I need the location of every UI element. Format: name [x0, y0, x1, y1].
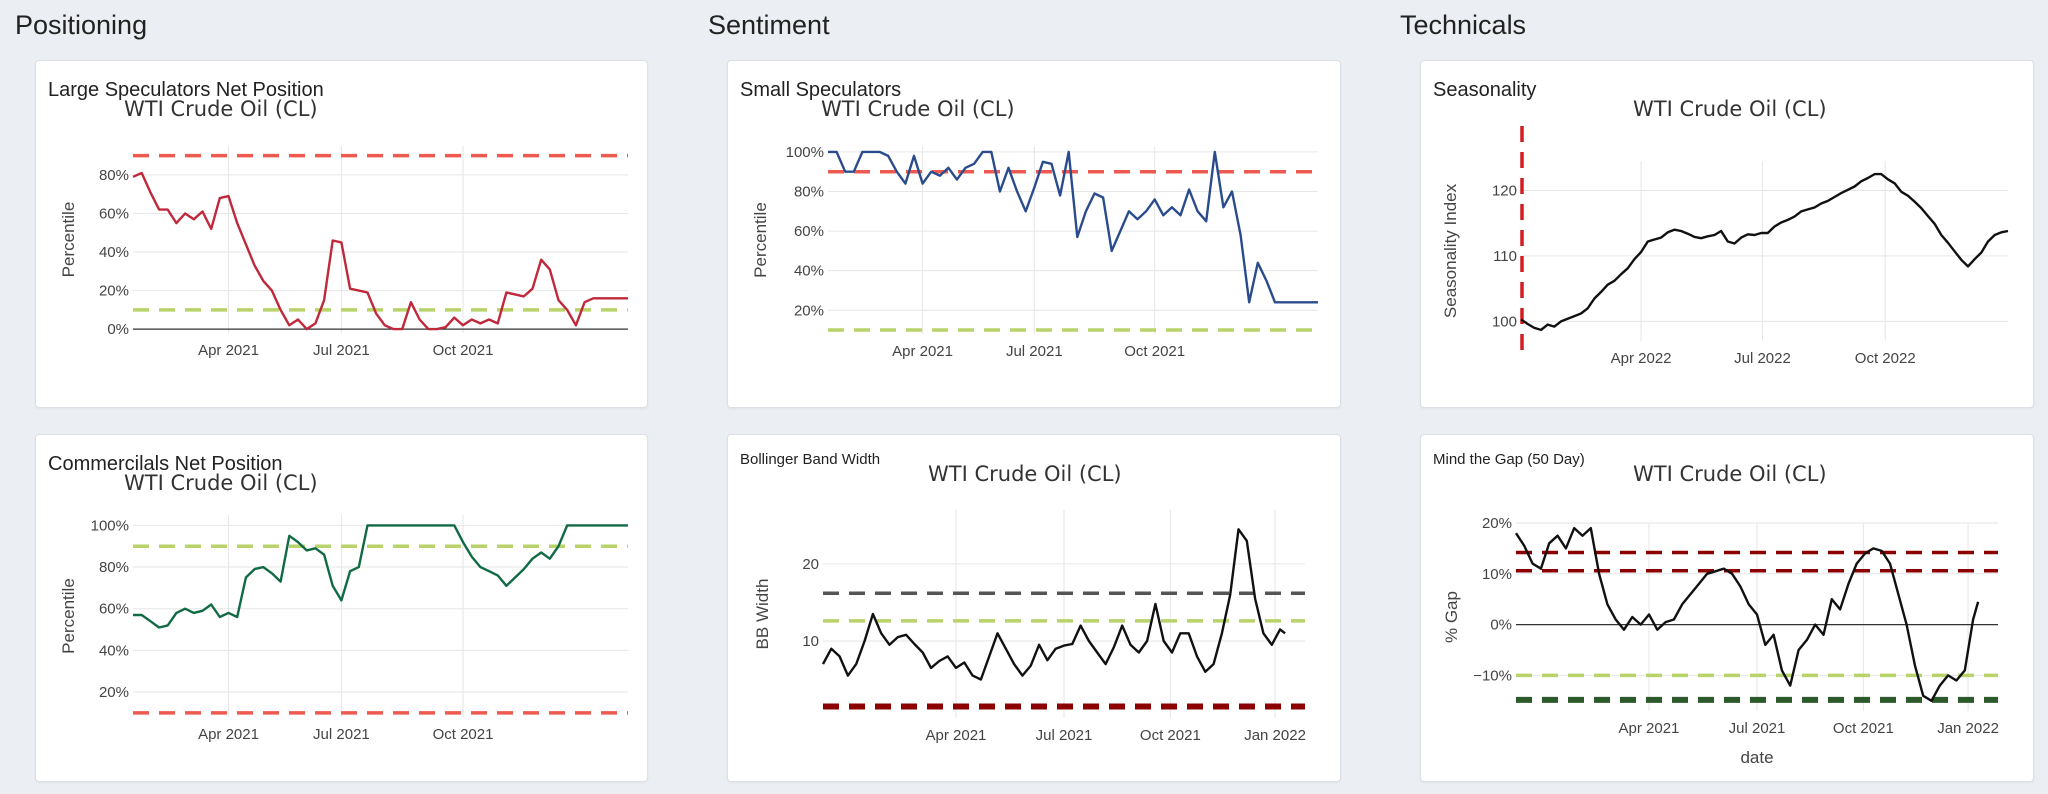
- y-tick-label: 10%: [1482, 566, 1512, 583]
- x-tick-label: Oct 2022: [1855, 350, 1916, 367]
- chart-title: WTI Crude Oil (CL): [1633, 97, 1827, 121]
- card-title: Small Speculators: [740, 79, 902, 101]
- y-axis-label: Seasonality Index: [1441, 183, 1460, 318]
- y-axis-label: % Gap: [1442, 591, 1461, 643]
- y-tick-label: 60%: [99, 601, 129, 618]
- y-tick-label: −10%: [1473, 667, 1512, 684]
- y-tick-label: 100%: [91, 517, 129, 534]
- x-axis-label: date: [1740, 748, 1773, 767]
- y-tick-label: 80%: [99, 559, 129, 576]
- y-axis-label: Percentile: [751, 202, 770, 278]
- x-tick-label: Apr 2022: [1611, 350, 1672, 367]
- chart-title: WTI Crude Oil (CL): [124, 471, 318, 495]
- x-tick-label: Jan 2022: [1937, 720, 1999, 737]
- card-mind-the-gap: Mind the Gap (50 Day) −10% 0% 10% 20% Apr 20…: [1420, 434, 2034, 782]
- x-tick-label: Oct 2021: [433, 342, 494, 359]
- y-axis-label: BB Width: [753, 579, 772, 650]
- card-title: Seasonality: [1433, 79, 1537, 101]
- x-tick-label: Jul 2022: [1734, 350, 1791, 367]
- y-tick-label: 40%: [794, 263, 824, 280]
- series-line: [132, 171, 628, 331]
- series-line: [1514, 526, 1980, 702]
- chart-large-speculators[interactable]: 0% 20% 40% 60% 80% Apr 2021 Jul 2021 Oct 2021 WT…: [36, 61, 647, 407]
- x-tick-label: Apr 2021: [1619, 720, 1680, 737]
- y-tick-label: 40%: [99, 642, 129, 659]
- card-title: Mind the Gap (50 Day): [1433, 451, 1585, 468]
- chart-small-speculators[interactable]: 20% 40% 60% 80% 100% Apr 2021 Jul 2021 Oct 2021…: [728, 61, 1340, 407]
- section-title-sentiment: Sentiment: [708, 10, 830, 40]
- x-tick-label: Apr 2021: [892, 343, 953, 360]
- x-tick-label: Jul 2021: [1729, 720, 1786, 737]
- x-tick-label: Jul 2021: [313, 342, 370, 359]
- x-tick-label: Apr 2021: [198, 726, 259, 743]
- y-tick-label: 0%: [107, 321, 129, 338]
- x-tick-label: Jul 2021: [1036, 727, 1093, 744]
- y-axis-label: Percentile: [59, 578, 78, 654]
- card-title: Bollinger Band Width: [740, 451, 881, 468]
- y-tick-label: 10: [802, 633, 819, 650]
- chart-commercials[interactable]: 20% 40% 60% 80% 100% Apr 2021 Jul 2021 Oct 2021…: [36, 435, 647, 781]
- series-line: [828, 150, 1318, 304]
- chart-bollinger-band-width[interactable]: 10 20 Apr 2021 Jul 2021 Oct 2021 Jan 2022 WTI …: [728, 435, 1340, 781]
- series-line: [1520, 172, 2009, 332]
- x-tick-label: Oct 2021: [1833, 720, 1894, 737]
- y-tick-label: 120: [1492, 182, 1517, 199]
- card-title: Commercilals Net Position: [48, 453, 283, 475]
- card-commercials: Commercilals Net Position 20% 40% 60% 80% 10…: [35, 434, 648, 782]
- y-tick-label: 80%: [794, 184, 824, 201]
- x-tick-label: Jul 2021: [1006, 343, 1063, 360]
- x-tick-label: Jan 2022: [1244, 727, 1306, 744]
- section-title-positioning: Positioning: [15, 10, 148, 40]
- chart-mind-the-gap[interactable]: −10% 0% 10% 20% Apr 2021 Jul 2021 Oct 2021 Jan …: [1421, 435, 2033, 781]
- y-tick-label: 0%: [1490, 617, 1512, 634]
- y-tick-label: 110: [1493, 248, 1517, 265]
- card-seasonality: Seasonality 100 110 120 Apr 2022 Jul 2022 Oct…: [1420, 60, 2034, 408]
- y-axis-label: Percentile: [59, 202, 78, 278]
- y-tick-label: 100%: [786, 144, 824, 161]
- y-tick-label: 100: [1492, 313, 1517, 330]
- y-tick-label: 60%: [99, 205, 129, 222]
- x-tick-label: Apr 2021: [198, 342, 259, 359]
- y-tick-label: 40%: [99, 244, 129, 261]
- series-line: [133, 524, 628, 629]
- y-tick-label: 60%: [794, 223, 824, 240]
- x-tick-label: Oct 2021: [433, 726, 494, 743]
- y-tick-label: 20: [802, 556, 819, 573]
- x-tick-label: Apr 2021: [926, 727, 987, 744]
- chart-title: WTI Crude Oil (CL): [928, 462, 1122, 486]
- chart-seasonality[interactable]: 100 110 120 Apr 2022 Jul 2022 Oct 2022 WTI Cru…: [1421, 61, 2033, 407]
- chart-title: WTI Crude Oil (CL): [1633, 462, 1827, 486]
- chart-title: WTI Crude Oil (CL): [124, 97, 318, 121]
- y-tick-label: 80%: [99, 167, 129, 184]
- card-bollinger-band-width: Bollinger Band Width 10 20 Apr 2021 Jul 202…: [727, 434, 1341, 782]
- y-tick-label: 20%: [1482, 515, 1512, 532]
- card-title: Large Speculators Net Position: [48, 79, 324, 101]
- x-tick-label: Jul 2021: [313, 726, 370, 743]
- card-small-speculators: Small Speculators 20% 40% 60% 80% 100% Apr 20…: [727, 60, 1341, 408]
- chart-title: WTI Crude Oil (CL): [821, 97, 1015, 121]
- y-tick-label: 20%: [99, 283, 129, 300]
- section-title-technicals: Technicals: [1400, 10, 1527, 40]
- y-tick-label: 20%: [99, 684, 129, 701]
- card-large-speculators: Large Speculators Net Position 0% 20% 40% 6…: [35, 60, 648, 408]
- series-line: [821, 528, 1286, 681]
- y-tick-label: 20%: [794, 302, 824, 319]
- x-tick-label: Oct 2021: [1140, 727, 1201, 744]
- x-tick-label: Oct 2021: [1124, 343, 1185, 360]
